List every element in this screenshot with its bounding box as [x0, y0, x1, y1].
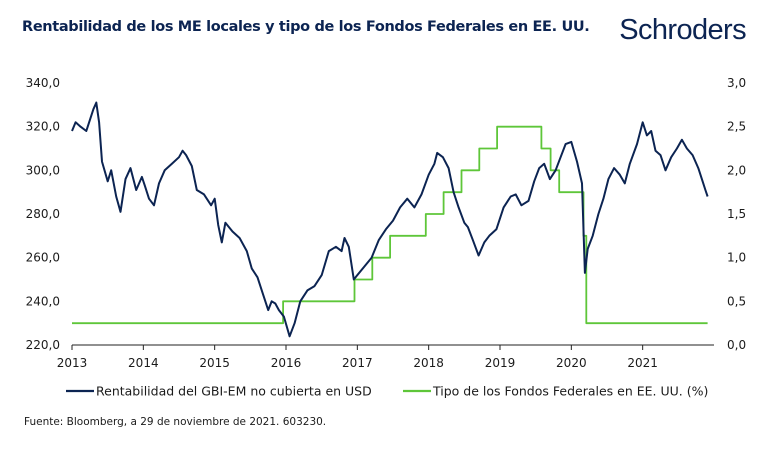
y-right-tick-label: 2,5: [727, 120, 746, 134]
x-axis-ticks: 2013 2014 2015 2016 2017 2018 2019 2020 2021: [57, 345, 658, 370]
y-left-tick-label: 320,0: [26, 120, 60, 134]
source-note: Fuente: Bloomberg, a 29 de noviembre de …: [24, 416, 327, 428]
y-left-tick-label: 260,0: [26, 251, 60, 265]
y-left-tick-label: 280,0: [26, 207, 60, 221]
left-axis-ticks: 220,0 240,0 260,0 280,0 300,0 320,0 340,0: [26, 76, 60, 352]
x-tick-label: 2016: [271, 356, 302, 370]
y-left-tick-label: 340,0: [26, 76, 60, 90]
x-tick-label: 2020: [556, 356, 587, 370]
gbi-em-return-line: [71, 101, 709, 338]
y-right-tick-label: 2,0: [727, 163, 746, 177]
y-left-tick-label: 240,0: [26, 294, 60, 308]
x-tick-label: 2015: [199, 356, 230, 370]
legend: Rentabilidad del GBI-EM no cubierta en U…: [66, 384, 708, 399]
x-tick-label: 2013: [57, 356, 88, 370]
schroders-logo: Schroders: [619, 14, 746, 46]
y-right-tick-label: 0,0: [727, 338, 746, 352]
y-left-tick-label: 220,0: [26, 338, 60, 352]
legend-label-gbi-em: Rentabilidad del GBI-EM no cubierta en U…: [96, 384, 372, 399]
series-layer: [71, 101, 709, 338]
right-axis-ticks: 0,0 0,5 1,0 1,5 2,0 2,5 3,0: [727, 76, 746, 352]
x-tick-label: 2021: [627, 356, 658, 370]
y-left-tick-label: 300,0: [26, 163, 60, 177]
chart-title: Rentabilidad de los ME locales y tipo de…: [22, 19, 590, 35]
legend-label-fed-funds: Tipo de los Fondos Federales en EE. UU. …: [432, 384, 708, 399]
x-tick-label: 2018: [413, 356, 444, 370]
x-tick-label: 2019: [485, 356, 516, 370]
y-right-tick-label: 3,0: [727, 76, 746, 90]
fed-funds-rate-line: [72, 125, 708, 325]
x-tick-label: 2014: [128, 356, 159, 370]
x-tick-label: 2017: [342, 356, 373, 370]
y-right-tick-label: 1,5: [727, 207, 746, 221]
y-right-tick-label: 1,0: [727, 251, 746, 265]
y-right-tick-label: 0,5: [727, 294, 746, 308]
